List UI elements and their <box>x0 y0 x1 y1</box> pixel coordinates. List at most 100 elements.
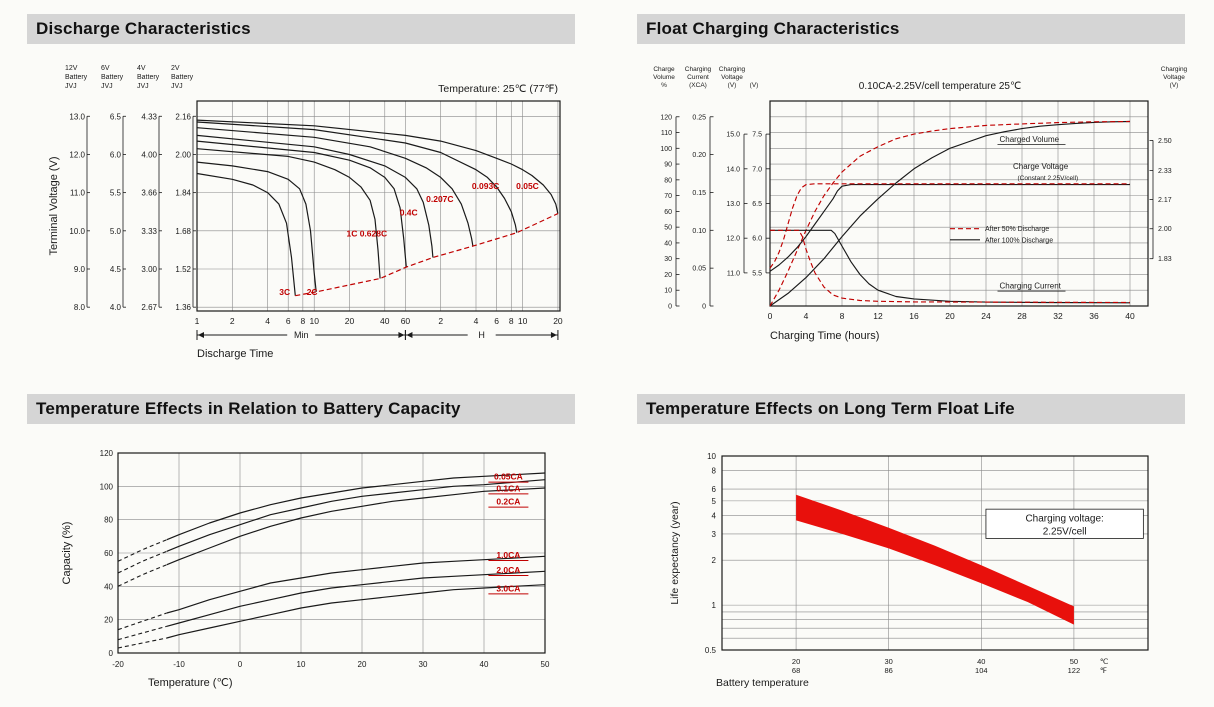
svg-text:Battery: Battery <box>65 74 88 81</box>
charging-voltage-annotation-box <box>985 508 1144 539</box>
svg-text:6V: 6V <box>101 65 110 72</box>
svg-text:Discharge Time: Discharge Time <box>197 348 273 360</box>
svg-text:(V): (V) <box>1170 82 1179 89</box>
svg-text:Volume: Volume <box>653 74 675 81</box>
series-cutoff <box>295 213 559 297</box>
svg-text:2.16: 2.16 <box>175 112 191 121</box>
series-0.628C <box>196 140 407 268</box>
series-charging-current-50 <box>770 229 1131 304</box>
discharge-section-header: Discharge Characteristics <box>27 14 575 44</box>
svg-text:0.05C: 0.05C <box>516 181 539 191</box>
series-0.1CA-dashed <box>117 550 168 574</box>
svg-text:20: 20 <box>792 657 800 666</box>
svg-text:20: 20 <box>104 616 113 625</box>
svg-text:20: 20 <box>358 660 367 669</box>
svg-text:0.05CA: 0.05CA <box>494 472 523 482</box>
svg-text:8: 8 <box>712 466 717 475</box>
svg-text:Capacity (%): Capacity (%) <box>61 522 73 585</box>
series-0.207C <box>196 127 474 247</box>
series-0.2CA-dashed <box>117 564 168 587</box>
svg-text:2.33: 2.33 <box>1158 168 1172 175</box>
float-life-section-title: Temperature Effects on Long Term Float L… <box>646 399 1015 418</box>
svg-text:0: 0 <box>109 649 114 658</box>
svg-text:100: 100 <box>660 146 672 153</box>
svg-text:4V: 4V <box>137 65 146 72</box>
svg-text:JVJ: JVJ <box>171 83 183 90</box>
svg-text:60: 60 <box>664 209 672 216</box>
svg-text:6.0: 6.0 <box>752 236 762 243</box>
svg-text:-20: -20 <box>112 660 124 669</box>
svg-text:0: 0 <box>768 311 773 321</box>
series-2C <box>196 161 317 292</box>
svg-text:0.4C: 0.4C <box>400 208 418 218</box>
svg-text:4: 4 <box>474 316 479 326</box>
svg-text:110: 110 <box>661 130 672 137</box>
svg-text:10: 10 <box>707 452 716 461</box>
svg-text:Battery temperature: Battery temperature <box>716 677 809 689</box>
svg-text:68: 68 <box>792 666 800 675</box>
svg-text:(V): (V) <box>728 82 737 89</box>
svg-text:12: 12 <box>873 311 883 321</box>
svg-text:20: 20 <box>664 272 672 279</box>
svg-text:8: 8 <box>300 316 305 326</box>
svg-text:1.0CA: 1.0CA <box>496 550 520 560</box>
svg-text:2.17: 2.17 <box>1158 197 1172 204</box>
svg-text:H: H <box>478 330 485 340</box>
svg-text:0.5: 0.5 <box>705 646 717 655</box>
svg-text:8.0: 8.0 <box>74 303 86 312</box>
svg-text:After 50% Discharge: After 50% Discharge <box>985 226 1049 233</box>
svg-text:℃: ℃ <box>1100 657 1109 666</box>
svg-text:Charging: Charging <box>1161 66 1188 73</box>
svg-text:Charging: Charging <box>685 66 712 73</box>
svg-text:1.83: 1.83 <box>1158 256 1172 263</box>
svg-text:104: 104 <box>975 666 988 675</box>
svg-text:10.0: 10.0 <box>69 227 85 236</box>
svg-text:0.25: 0.25 <box>692 114 706 121</box>
svg-text:0: 0 <box>668 304 672 311</box>
svg-text:40: 40 <box>480 660 489 669</box>
svg-text:7.0: 7.0 <box>752 166 762 173</box>
svg-text:40: 40 <box>380 316 390 326</box>
float-life-band <box>796 494 1074 625</box>
svg-text:3.33: 3.33 <box>141 227 157 236</box>
svg-text:2.00: 2.00 <box>175 150 191 159</box>
svg-text:6.5: 6.5 <box>110 112 122 121</box>
svg-text:7.5: 7.5 <box>752 132 762 139</box>
svg-text:Charge: Charge <box>653 66 675 73</box>
svg-text:6.5: 6.5 <box>752 201 762 208</box>
svg-text:2: 2 <box>230 316 235 326</box>
svg-text:Terminal Voltage (V): Terminal Voltage (V) <box>48 156 60 255</box>
svg-text:4: 4 <box>804 311 809 321</box>
svg-text:3C: 3C <box>279 287 290 297</box>
svg-text:0.05: 0.05 <box>692 266 706 273</box>
svg-text:2.50: 2.50 <box>1158 138 1172 145</box>
svg-text:10: 10 <box>309 316 319 326</box>
svg-text:0.1CA: 0.1CA <box>496 483 520 493</box>
svg-text:0.20: 0.20 <box>692 152 706 159</box>
float-charging-section-header: Float Charging Characteristics <box>637 14 1185 44</box>
svg-text:60: 60 <box>401 316 411 326</box>
svg-text:Charging Time (hours): Charging Time (hours) <box>770 330 879 342</box>
series-0.05CA-dashed <box>117 539 168 562</box>
svg-text:3.00: 3.00 <box>141 265 157 274</box>
svg-text:3.0CA: 3.0CA <box>496 583 520 593</box>
svg-text:Charge Voltage: Charge Voltage <box>1013 162 1069 171</box>
series-3C <box>196 172 296 296</box>
svg-text:50: 50 <box>541 660 550 669</box>
svg-text:30: 30 <box>885 657 893 666</box>
svg-text:60: 60 <box>104 549 113 558</box>
svg-text:6.0: 6.0 <box>110 150 122 159</box>
discharge-section-title: Discharge Characteristics <box>36 19 251 38</box>
svg-text:16: 16 <box>909 311 919 321</box>
svg-text:0.2CA: 0.2CA <box>496 497 520 507</box>
svg-text:2.0CA: 2.0CA <box>496 565 520 575</box>
svg-text:80: 80 <box>104 516 113 525</box>
series-0.2CA <box>166 487 546 566</box>
svg-text:70: 70 <box>664 193 672 200</box>
series-1.0CA <box>166 555 546 614</box>
svg-text:JVJ: JVJ <box>101 83 113 90</box>
temp-capacity-section-header: Temperature Effects in Relation to Batte… <box>27 394 575 424</box>
svg-text:Temperature: 25℃ (77℉): Temperature: 25℃ (77℉) <box>438 83 558 95</box>
svg-text:120: 120 <box>100 449 114 458</box>
svg-text:15.0: 15.0 <box>726 132 740 139</box>
